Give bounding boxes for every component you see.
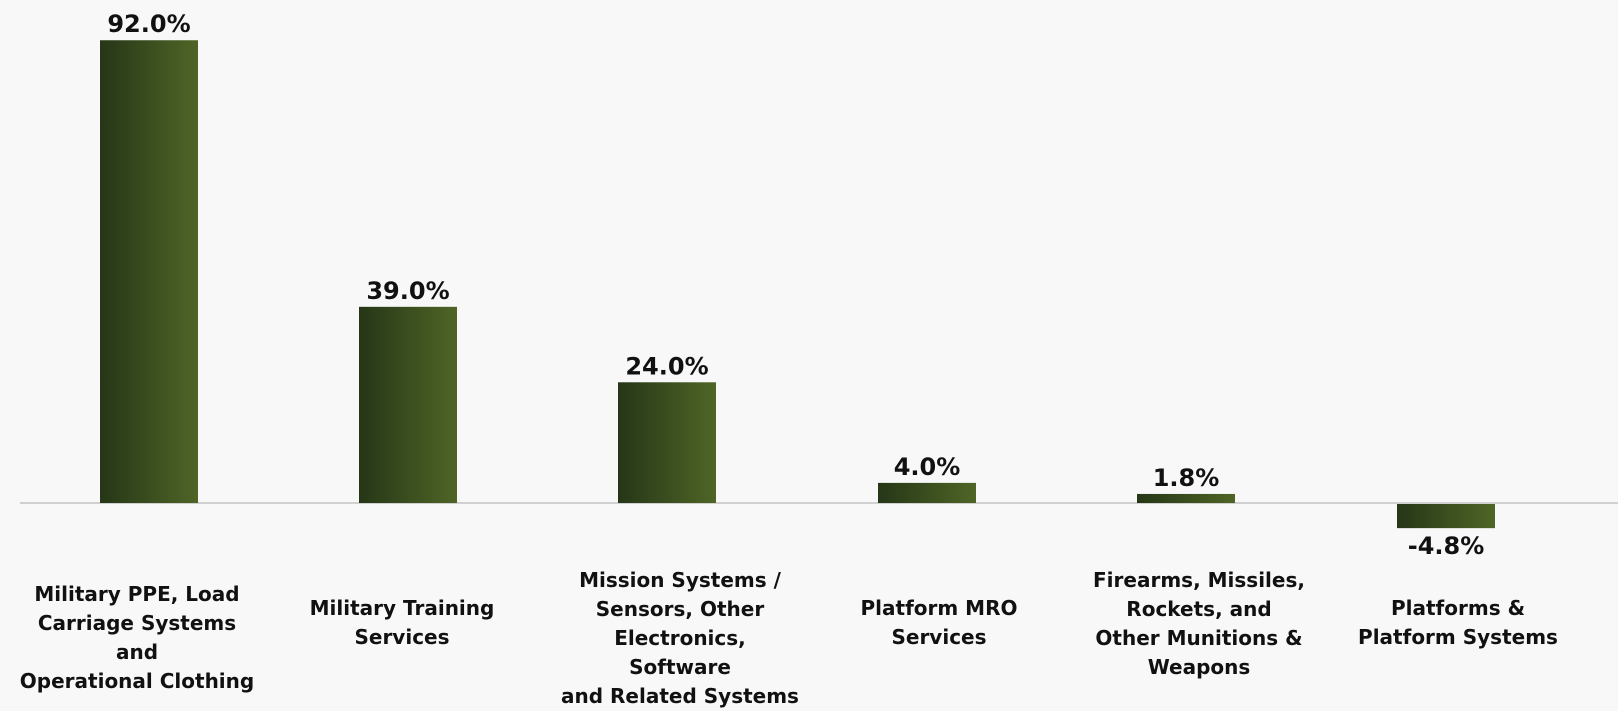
bar (618, 382, 716, 503)
category-label: Military PPE, Load Carriage Systems and … (19, 582, 255, 693)
category-label: Firearms, Missiles, Rockets, and Other M… (1093, 568, 1305, 679)
bar (1137, 493, 1235, 503)
bar (359, 306, 457, 503)
value-labels-group: 92.0% 39.0% 24.0% 4.0% 1.8% -4.8% (107, 10, 1484, 560)
category-label: Military Training Services (309, 596, 495, 649)
bar (100, 40, 198, 504)
category-label: Platform MRO Services (860, 596, 1018, 649)
bar-value-label: 24.0% (625, 352, 708, 380)
bar (1397, 504, 1495, 529)
bar-value-label: -4.8% (1408, 532, 1485, 560)
bar (878, 482, 976, 503)
category-label: Mission Systems / Sensors, Other Electro… (561, 568, 799, 708)
bar-value-label: 39.0% (366, 277, 449, 305)
bar-value-label: 4.0% (894, 453, 961, 481)
bar-value-label: 92.0% (107, 10, 190, 38)
bars-group (100, 40, 1495, 529)
bar-value-label: 1.8% (1153, 464, 1220, 492)
category-label: Platforms & Platform Systems (1358, 596, 1558, 649)
